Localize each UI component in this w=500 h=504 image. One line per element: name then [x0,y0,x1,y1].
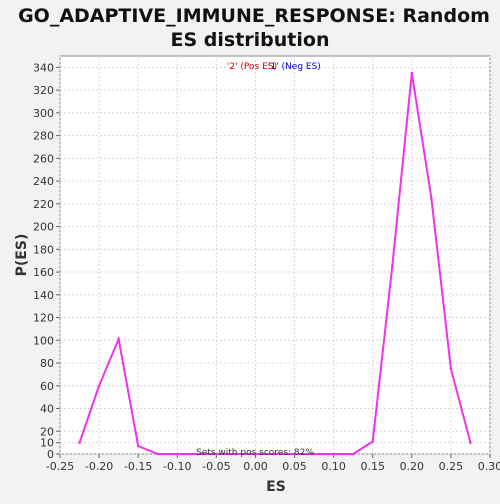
x-tick-label: -0.05 [202,460,230,473]
y-tick-label: 20 [40,425,54,438]
y-tick-label: 280 [33,130,54,143]
legend-pos-label: '2' (Pos ES) [227,62,277,72]
y-tick-label: 320 [33,84,54,97]
y-tick-label: 180 [33,243,54,256]
x-tick-label: 0.15 [360,460,385,473]
x-tick-label: -0.15 [124,460,152,473]
y-tick-label: 60 [40,380,54,393]
y-tick-label: 340 [33,61,54,74]
data-point [175,452,179,456]
data-point [234,452,238,456]
y-axis-label: P(ES) [14,234,30,277]
x-tick-label: 0.20 [400,460,425,473]
y-tick-label: 0 [47,448,54,461]
data-point [430,196,433,200]
x-tick-label: -0.10 [163,460,191,473]
y-tick-label: 10 [40,437,54,450]
data-point [215,452,218,456]
data-point [390,265,394,268]
y-tick-label: 80 [40,357,54,370]
x-axis-ticks: -0.25 -0.20 -0.15 -0.10 -0.05 0.00 0.05 0.10 0.1… [46,454,500,473]
x-axis-label: ES [266,479,286,495]
y-tick-label: 220 [33,198,54,211]
x-tick-label: -0.20 [85,460,113,473]
x-tick-label: 0.25 [439,460,464,473]
y-tick-label: 260 [33,152,54,165]
data-point [351,452,355,456]
x-tick-label: 0.10 [321,460,346,473]
y-tick-label: 240 [33,175,54,188]
data-point [469,441,472,444]
data-point [78,441,81,444]
chart-title-line2: ES distribution [171,29,330,51]
x-tick-label: 0.05 [282,460,307,473]
data-point [97,384,101,388]
data-point [117,337,120,341]
data-point [449,367,453,371]
legend-neg-label: '1' (Neg ES) [268,62,321,72]
x-tick-label: -0.25 [46,460,74,473]
x-tick-label: 0.30 [478,460,500,473]
plot-area [59,55,491,455]
data-point [312,452,316,456]
pos-scores-annotation: Sets with pos scores: 82% [196,448,314,458]
y-tick-label: 140 [33,289,54,302]
data-point [156,452,160,456]
data-point [410,71,414,75]
y-tick-label: 100 [33,334,54,347]
data-point [293,452,296,456]
chart-title-line1: GO_ADAPTIVE_IMMUNE_RESPONSE: Random [18,5,490,27]
data-point [273,452,277,456]
data-point [195,452,199,456]
y-tick-label: 300 [33,107,54,120]
data-point [332,452,335,456]
y-tick-label: 120 [33,312,54,325]
series-layer [78,71,472,456]
y-tick-label: 40 [40,403,54,416]
y-tick-label: 160 [33,266,54,279]
y-tick-label: 200 [33,221,54,234]
data-point [254,452,257,456]
x-tick-label: 0.00 [243,460,268,473]
data-point [371,440,375,443]
data-point [136,444,140,448]
